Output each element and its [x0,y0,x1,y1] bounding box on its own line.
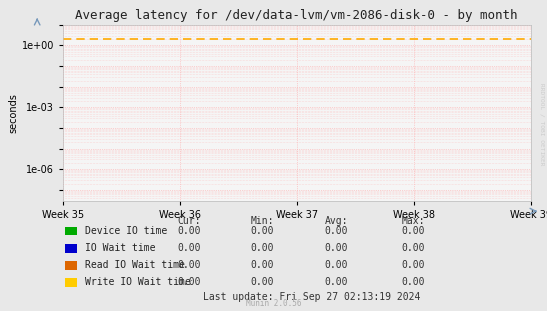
Text: 0.00: 0.00 [325,243,348,253]
Text: Min:: Min: [251,216,274,226]
Text: 0.00: 0.00 [251,226,274,236]
Text: 0.00: 0.00 [401,243,424,253]
Text: 0.00: 0.00 [325,277,348,287]
Text: Device IO time: Device IO time [85,226,167,236]
Text: Max:: Max: [401,216,424,226]
Text: 0.00: 0.00 [177,243,200,253]
Text: 0.00: 0.00 [325,260,348,270]
Title: Average latency for /dev/data-lvm/vm-2086-disk-0 - by month: Average latency for /dev/data-lvm/vm-208… [75,9,518,22]
Text: 0.00: 0.00 [251,277,274,287]
Text: Munin 2.0.56: Munin 2.0.56 [246,299,301,308]
Text: 0.00: 0.00 [177,277,200,287]
Text: 0.00: 0.00 [401,260,424,270]
Text: 0.00: 0.00 [401,226,424,236]
Text: Cur:: Cur: [177,216,200,226]
Text: Last update: Fri Sep 27 02:13:19 2024: Last update: Fri Sep 27 02:13:19 2024 [203,292,421,302]
Text: 0.00: 0.00 [251,243,274,253]
Text: Read IO Wait time: Read IO Wait time [85,260,185,270]
Text: 0.00: 0.00 [177,260,200,270]
Y-axis label: seconds: seconds [9,93,19,133]
Text: 0.00: 0.00 [325,226,348,236]
Text: RRDTOOL / TOBI OETIKER: RRDTOOL / TOBI OETIKER [539,83,544,166]
Text: 0.00: 0.00 [177,226,200,236]
Text: Avg:: Avg: [325,216,348,226]
Text: IO Wait time: IO Wait time [85,243,155,253]
Text: 0.00: 0.00 [401,277,424,287]
Text: Write IO Wait time: Write IO Wait time [85,277,190,287]
Text: 0.00: 0.00 [251,260,274,270]
